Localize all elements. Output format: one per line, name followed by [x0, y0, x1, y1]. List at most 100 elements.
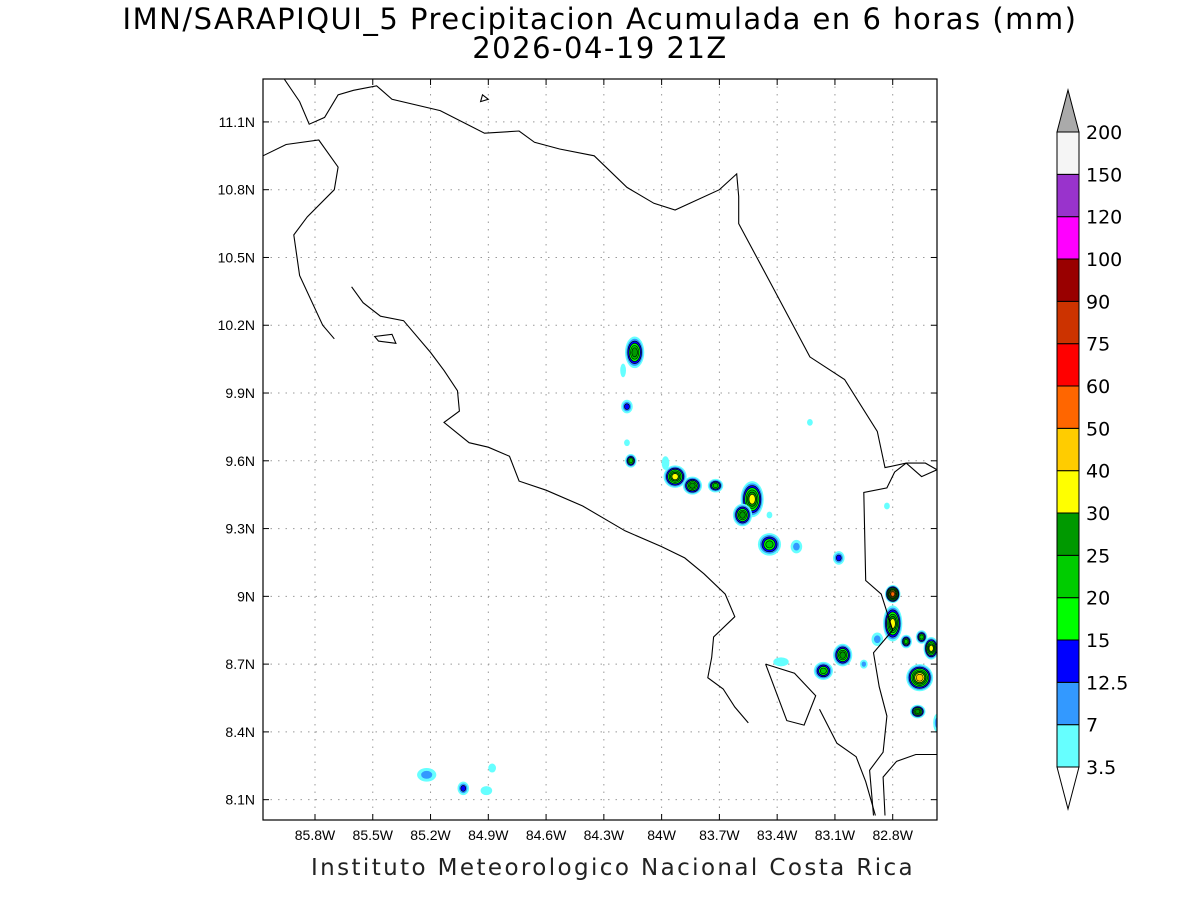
lon-tick-label: 84.3W: [584, 827, 625, 843]
rain-cell: [707, 478, 724, 493]
rain-contour: [460, 785, 467, 792]
rain-cell: [885, 585, 901, 604]
colorbar-box: [1056, 597, 1080, 641]
rain-contour: [628, 458, 633, 464]
island: [373, 333, 397, 344]
colorbar-box: [1056, 131, 1080, 175]
rain-contour: [748, 493, 756, 505]
lon-tick-label: 85.5W: [353, 827, 394, 843]
coastline: [351, 286, 749, 724]
colorbar-box: [1056, 173, 1080, 218]
colorbar-label: 75: [1086, 334, 1110, 356]
rain-cell: [910, 704, 926, 719]
island: [479, 93, 490, 103]
rain-contour: [873, 635, 881, 644]
coastline: [765, 663, 817, 726]
rain-contour: [712, 483, 719, 489]
footer-credit: Instituto Meteorologico Nacional Costa R…: [310, 855, 916, 881]
rain-contour: [884, 502, 890, 510]
rain-cell: [682, 476, 703, 495]
lon-tick-label: 85.2W: [410, 827, 451, 843]
rain-contour: [807, 419, 813, 426]
rain-cell: [766, 511, 773, 519]
rain-cell: [621, 399, 633, 414]
rain-cell: [732, 503, 753, 527]
border-line: [263, 139, 339, 340]
rain-contour: [765, 540, 774, 549]
lat-tick-label: 10.2N: [218, 317, 255, 333]
rain-contour: [861, 661, 867, 667]
rain-cell: [625, 454, 637, 468]
colorbar-box: [1056, 470, 1080, 514]
colorbar-box: [1056, 300, 1080, 345]
colorbar-label: 50: [1086, 418, 1110, 440]
colorbar-box: [1056, 639, 1080, 683]
colorbar-label: 150: [1086, 164, 1122, 186]
rain-contour: [915, 709, 921, 714]
lon-tick-label: 84.9W: [468, 827, 509, 843]
rain-contour: [689, 482, 696, 489]
colorbar-label: 15: [1086, 630, 1110, 652]
rain-contour: [890, 591, 895, 597]
chart-subtitle: 2026-04-19 21Z: [472, 31, 728, 65]
colorbar-box: [1056, 216, 1080, 260]
rain-cell: [625, 336, 645, 369]
rain-contour: [480, 786, 493, 796]
rain-contour: [488, 763, 497, 773]
rain-contour: [835, 554, 842, 562]
rain-contour: [928, 644, 934, 652]
rain-cell: [906, 664, 934, 692]
colorbar-box: [1056, 427, 1080, 472]
colorbar-label: 40: [1086, 461, 1110, 483]
rain-cell: [923, 637, 937, 660]
rain-cell: [620, 363, 626, 378]
rain-contour: [620, 363, 626, 378]
lat-tick-label: 9N: [237, 588, 255, 604]
rain-cell: [661, 456, 670, 470]
rain-cell: [833, 551, 845, 565]
lat-tick-label: 9.3N: [225, 521, 255, 537]
colorbar-box: [1056, 343, 1080, 387]
rain-cell: [790, 539, 803, 554]
rain-contour: [661, 456, 670, 470]
lon-tick-label: 83.1W: [815, 827, 856, 843]
colorbar-label: 60: [1086, 376, 1110, 398]
coastline: [819, 709, 876, 816]
lat-tick-label: 10.5N: [218, 249, 255, 265]
lon-tick-label: 85.8W: [295, 827, 336, 843]
rain-contour: [915, 673, 924, 682]
rain-cell: [773, 657, 789, 667]
colorbar-label: 30: [1086, 503, 1110, 525]
colorbar-label: 3.5: [1086, 757, 1116, 779]
colorbar-label: 90: [1086, 291, 1110, 313]
chart-title: IMN/SARAPIQUI_5 Precipitacion Acumulada …: [122, 2, 1078, 36]
map-grid: [263, 79, 937, 820]
coastlines: [263, 79, 937, 816]
lon-tick-label: 84.6W: [526, 827, 567, 843]
colorbar-box: [1056, 681, 1080, 726]
rain-contour: [839, 651, 846, 659]
lon-tick-label: 84W: [647, 827, 677, 843]
rain-cell: [833, 643, 853, 667]
colorbar-box: [1056, 385, 1080, 429]
lon-tick-label: 83.7W: [699, 827, 740, 843]
lon-tick-label: 82.8W: [872, 827, 913, 843]
rain-cell: [480, 786, 493, 796]
rain-contour: [671, 473, 679, 480]
rain-cell: [417, 768, 437, 782]
rain-contour: [624, 439, 630, 447]
lat-tick-label: 9.9N: [225, 385, 255, 401]
colorbar-label: 100: [1086, 249, 1122, 271]
colorbar-label: 7: [1086, 715, 1098, 737]
coastline: [283, 79, 937, 478]
colorbar-label: 200: [1086, 122, 1122, 144]
lon-tick-label: 83.4W: [757, 827, 798, 843]
colorbar-label: 25: [1086, 545, 1110, 567]
rain-cell: [457, 781, 470, 796]
colorbar-box: [1056, 258, 1080, 302]
lat-tick-label: 11.1N: [219, 114, 255, 130]
rain-cell: [624, 439, 630, 447]
lat-tick-label: 8.7N: [225, 656, 255, 672]
rain-cell: [859, 659, 868, 669]
